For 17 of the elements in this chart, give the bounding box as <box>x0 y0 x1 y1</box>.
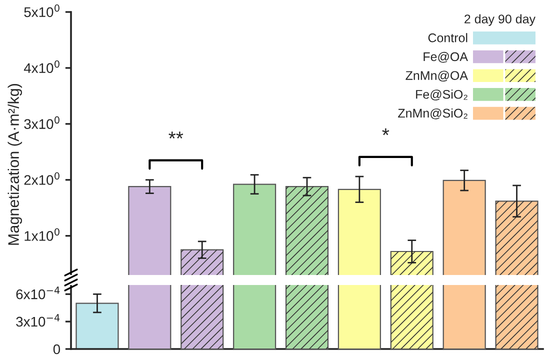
y-tick-label: 3x10$^{−4}$ <box>16 314 60 327</box>
annotation: * <box>382 128 390 136</box>
y-tick-label: 0 <box>53 344 60 354</box>
annotation: ZnMn@SiO₂ <box>398 108 468 120</box>
legend-title: 2 day 90 day <box>464 14 536 26</box>
annotation: Fe@SiO₂ <box>416 90 468 100</box>
y-tick-label: 2x10$^{0}$ <box>24 172 60 185</box>
annotation: ** <box>168 132 184 139</box>
y-axis-title: Magnetization (A·m²/kg) <box>8 84 22 245</box>
annotation: Fe@OA <box>424 52 468 63</box>
y-tick-label: 5x10$^{0}$ <box>24 4 60 18</box>
y-tick-label: 4x10$^{0}$ <box>24 60 60 74</box>
y-tick-label: 1x10$^{0}$ <box>24 228 60 241</box>
annotation: ZnMn@OA <box>406 70 468 82</box>
y-tick-label: 3x10$^{0}$ <box>24 116 60 129</box>
y-tick-label: 6x10$^{−4}$ <box>16 286 60 300</box>
annotation: Control <box>428 33 468 42</box>
